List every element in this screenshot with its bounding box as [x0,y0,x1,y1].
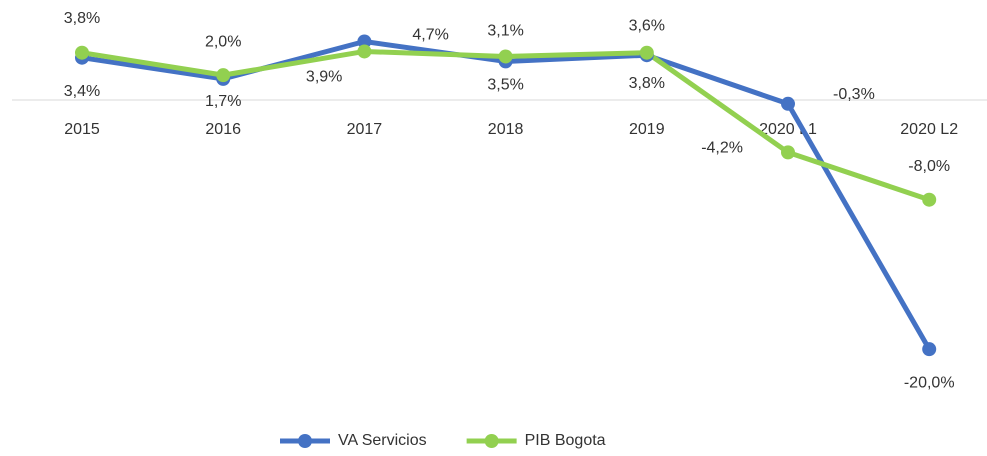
point [639,45,654,60]
x-tick-label: 2019 [629,121,665,138]
point [781,96,795,111]
x-tick-label: 2016 [205,121,241,138]
point [357,44,372,59]
data-label: 3,5% [487,77,523,94]
data-label: 3,8% [629,75,665,92]
point [922,192,937,207]
data-label: 2,0% [205,33,241,50]
point [922,342,937,357]
legend-marker [484,434,499,448]
point [498,49,513,64]
data-label: 1,7% [205,93,241,110]
legend-label: PIB Bogota [525,432,606,449]
data-label: 4,7% [412,27,448,44]
data-label: -0,3% [833,86,875,103]
point [357,34,372,49]
x-tick-label: 2018 [488,121,524,138]
x-tick-label: 2020 L2 [900,121,958,138]
point [216,68,231,83]
point [75,45,89,60]
legend-label: VA Servicios [338,432,427,449]
data-label: 3,9% [306,69,342,86]
x-tick-label: 2015 [64,121,100,138]
point [781,145,795,160]
data-label: -20,0% [904,374,955,391]
data-label: 3,8% [64,10,100,27]
x-tick-label: 2017 [347,121,383,138]
data-label: 3,4% [64,83,100,100]
data-label: -4,2% [701,140,743,157]
data-label: 3,1% [487,23,523,40]
legend-marker [298,434,312,448]
data-label: 3,6% [629,17,665,34]
data-label: -8,0% [908,158,950,175]
